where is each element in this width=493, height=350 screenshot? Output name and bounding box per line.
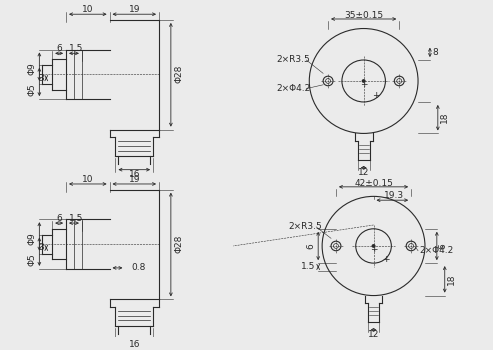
Text: 19: 19 (129, 175, 140, 184)
Text: 0.8: 0.8 (131, 264, 146, 272)
Text: +: + (370, 245, 377, 254)
Text: 35±0.15: 35±0.15 (344, 11, 383, 20)
Text: 42±0.15: 42±0.15 (354, 178, 393, 188)
Text: 6: 6 (56, 214, 62, 223)
Text: 10: 10 (82, 5, 94, 14)
Text: 2×R3.5: 2×R3.5 (277, 56, 311, 64)
Text: 6: 6 (56, 44, 62, 53)
Text: 3: 3 (38, 243, 44, 252)
Text: 12: 12 (368, 330, 379, 339)
Text: 18: 18 (447, 274, 456, 285)
Text: +: + (360, 80, 367, 89)
Text: 6: 6 (438, 243, 447, 249)
Text: 19.3: 19.3 (384, 191, 404, 200)
Text: 19: 19 (129, 5, 140, 14)
Circle shape (372, 244, 376, 248)
Text: Φ9: Φ9 (28, 62, 37, 75)
Text: +: + (382, 255, 389, 264)
Text: Φ5: Φ5 (28, 253, 37, 266)
Text: 1.5: 1.5 (69, 44, 83, 53)
Text: 3: 3 (38, 74, 44, 83)
Text: 8: 8 (432, 48, 438, 57)
Text: 16: 16 (129, 340, 140, 349)
Text: 2×Φ4.2: 2×Φ4.2 (277, 84, 311, 93)
Text: 12: 12 (358, 168, 369, 177)
Text: Φ28: Φ28 (174, 65, 183, 84)
Text: Φ5: Φ5 (28, 83, 37, 96)
Text: Φ9: Φ9 (28, 232, 37, 245)
Text: 1.5: 1.5 (69, 214, 83, 223)
Text: 10: 10 (82, 175, 94, 184)
Text: 2×Φ4.2: 2×Φ4.2 (419, 246, 453, 255)
Text: Φ28: Φ28 (174, 235, 183, 253)
Text: 6: 6 (307, 243, 316, 249)
Text: 18: 18 (440, 111, 449, 123)
Text: 16: 16 (129, 170, 140, 179)
Text: 1.5: 1.5 (301, 262, 316, 272)
Text: +: + (372, 91, 379, 100)
Circle shape (362, 79, 366, 83)
Text: 2×R3.5: 2×R3.5 (288, 222, 322, 231)
